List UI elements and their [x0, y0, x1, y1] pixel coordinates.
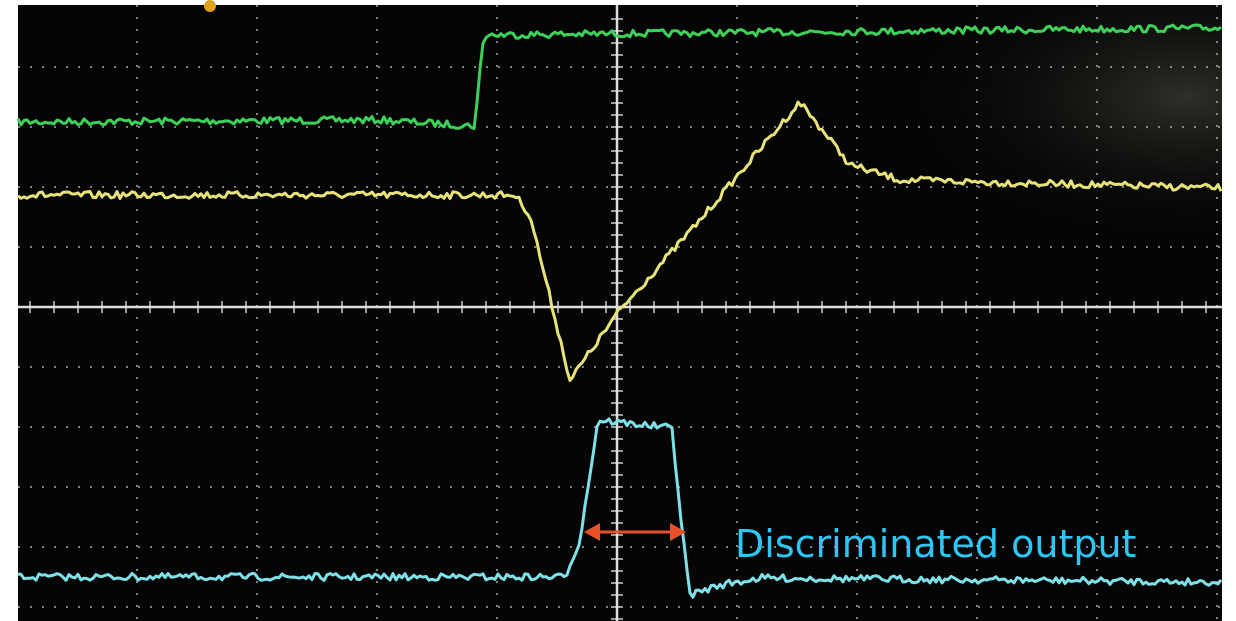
annotation: Discriminated output [735, 522, 1136, 566]
oscilloscope-photo: Discriminated output [0, 0, 1236, 621]
indicator [204, 0, 216, 12]
page: Discriminated output (() => { const data… [0, 0, 1236, 621]
